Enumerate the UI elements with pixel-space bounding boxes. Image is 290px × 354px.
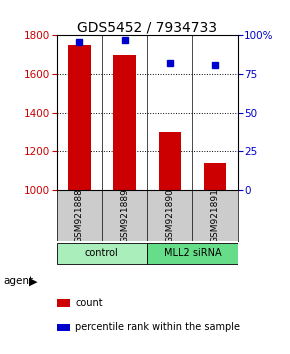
Title: GDS5452 / 7934733: GDS5452 / 7934733: [77, 20, 217, 34]
Text: agent: agent: [3, 276, 33, 286]
FancyBboxPatch shape: [57, 242, 147, 264]
Text: MLL2 siRNA: MLL2 siRNA: [164, 248, 221, 258]
Text: ▶: ▶: [29, 276, 37, 286]
Bar: [159, 132, 181, 190]
Text: control: control: [85, 248, 119, 258]
Bar: [68, 45, 90, 190]
Text: percentile rank within the sample: percentile rank within the sample: [75, 322, 240, 332]
FancyBboxPatch shape: [147, 242, 238, 264]
Text: GSM921888: GSM921888: [75, 188, 84, 243]
Text: GSM921889: GSM921889: [120, 188, 129, 243]
Text: GSM921891: GSM921891: [211, 188, 220, 243]
Bar: [113, 55, 136, 190]
Bar: [204, 163, 226, 190]
Text: count: count: [75, 298, 103, 308]
Text: GSM921890: GSM921890: [165, 188, 174, 243]
